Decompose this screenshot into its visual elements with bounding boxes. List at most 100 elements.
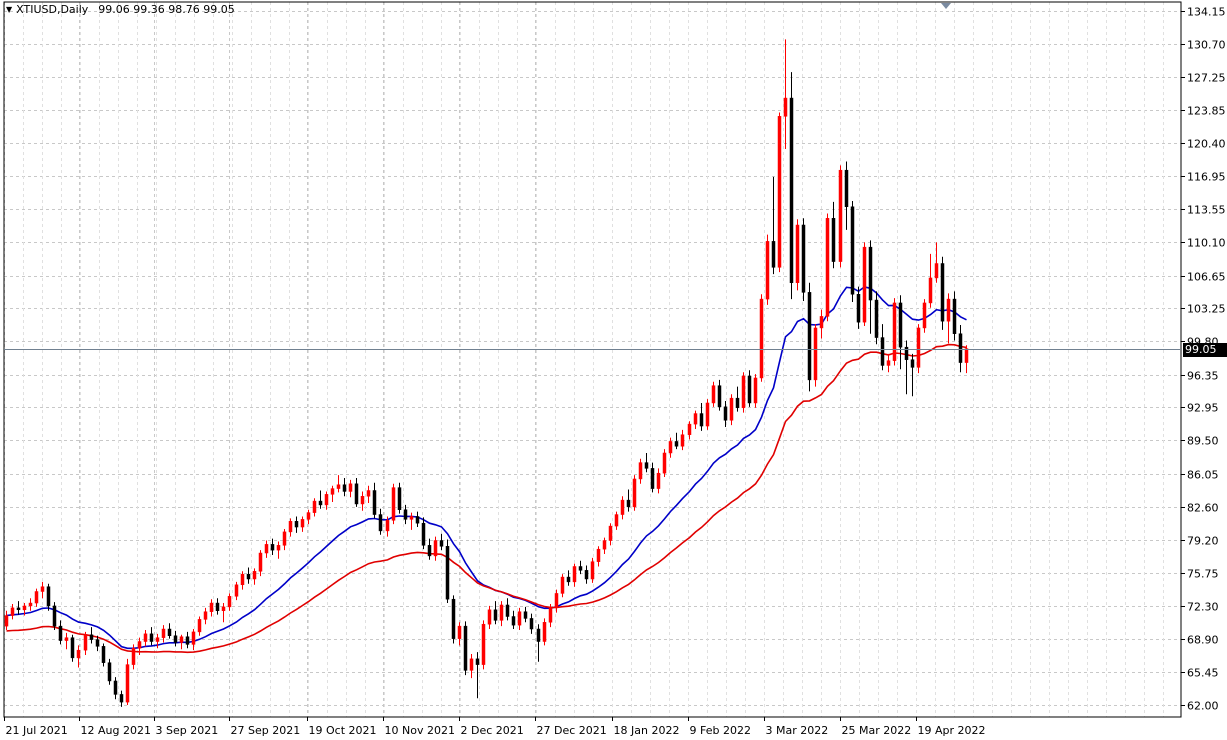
candle-body	[76, 649, 81, 659]
x-tick-label: 25 Mar 2022	[842, 724, 912, 737]
candle-body	[445, 546, 450, 600]
x-tick-label: 19 Oct 2021	[309, 724, 377, 737]
y-tick-label: 123.85	[1187, 105, 1226, 118]
candle-body	[620, 499, 625, 515]
triangle-down-icon[interactable]: ▼	[6, 5, 13, 14]
candle-body	[753, 377, 758, 404]
y-tick-label: 103.25	[1187, 303, 1226, 316]
candle-body	[481, 623, 486, 665]
candle-body	[264, 544, 269, 554]
candle-body	[898, 302, 903, 348]
candle-body	[155, 637, 160, 642]
candle-body	[385, 520, 390, 532]
candle-body	[940, 263, 945, 322]
candle-body	[22, 605, 27, 611]
candle-body	[566, 576, 571, 583]
candle-body	[282, 531, 287, 546]
x-tick-label: 3 Sep 2021	[156, 724, 219, 737]
candle-body	[113, 680, 118, 695]
candle-body	[391, 487, 396, 521]
candle-body	[862, 246, 867, 323]
grid	[4, 2, 1181, 717]
y-tick-label: 86.05	[1187, 469, 1219, 482]
candle-body	[680, 434, 685, 447]
candle-body	[433, 540, 438, 557]
y-tick-label: 92.95	[1187, 402, 1219, 415]
candle-body	[360, 496, 365, 505]
axes: 134.15 130.70 127.25 123.85 120.40 116.95 113.…	[3, 1, 1226, 737]
candle-body	[626, 499, 631, 508]
candle-body	[958, 333, 963, 363]
candle-body	[215, 602, 220, 611]
candle-body	[952, 298, 957, 334]
candle-body	[300, 519, 305, 528]
x-tick-label: 10 Nov 2021	[385, 724, 455, 737]
candle-body	[705, 402, 710, 427]
y-tick-label: 72.30	[1187, 601, 1219, 614]
candle-body	[850, 206, 855, 295]
candle-body	[179, 636, 184, 643]
candle-body	[807, 292, 812, 381]
candle-body	[644, 462, 649, 469]
candle-body	[493, 609, 498, 621]
current-price-label: 99.05	[1183, 342, 1227, 357]
candle-body	[240, 573, 245, 586]
candle-body	[58, 625, 63, 641]
candle-body	[596, 548, 601, 562]
candle-body	[542, 622, 547, 642]
candle-body	[221, 606, 226, 611]
candle-body	[838, 169, 843, 262]
candle-body	[904, 346, 909, 360]
candle-body	[505, 604, 510, 617]
candle-body	[421, 522, 426, 546]
candle-body	[258, 552, 263, 572]
candle-body	[70, 637, 75, 659]
plot-frame	[3, 1, 1182, 718]
x-tick-label: 27 Sep 2021	[231, 724, 301, 737]
candle-body	[777, 116, 782, 268]
candle-body	[107, 662, 112, 682]
candle-body	[40, 586, 45, 592]
y-tick-label: 134.15	[1187, 6, 1226, 19]
symbol-label: XTIUSD,Daily	[16, 3, 89, 16]
candle-body	[523, 611, 528, 619]
triangle-down-icon[interactable]	[941, 3, 951, 9]
x-tick-label: 18 Jan 2022	[614, 724, 680, 737]
candle-body	[892, 302, 897, 361]
candle-body	[487, 609, 492, 625]
candle-body	[318, 500, 323, 506]
y-tick-label: 89.50	[1187, 435, 1219, 448]
candle-body	[312, 500, 317, 513]
candle-body	[771, 241, 776, 268]
y-tick-label: 75.75	[1187, 568, 1219, 581]
candle-body	[590, 561, 595, 580]
candle-body	[916, 327, 921, 368]
candle-body	[4, 615, 9, 627]
candle-body	[89, 634, 94, 640]
candle-body	[934, 263, 939, 279]
candle-body	[125, 664, 130, 703]
candle-body	[131, 647, 136, 665]
candle-body	[191, 631, 196, 645]
candle-body	[662, 452, 667, 474]
candle-body	[137, 641, 142, 649]
candle-body	[964, 348, 969, 363]
candle-body	[252, 571, 257, 580]
candle-body	[825, 218, 830, 317]
candle-body	[294, 521, 299, 528]
candle-body	[288, 521, 293, 533]
candle-body	[747, 375, 752, 404]
candle-body	[741, 375, 746, 409]
candle-body	[711, 385, 716, 404]
candle-body	[167, 628, 172, 636]
y-tick-label: 110.10	[1187, 237, 1226, 250]
candle-body	[874, 299, 879, 338]
candle-body	[34, 591, 39, 604]
x-tick-label: 12 Aug 2021	[81, 724, 151, 737]
candle-body	[910, 359, 915, 368]
x-tick-label: 3 Mar 2022	[766, 724, 829, 737]
candle-body	[475, 658, 480, 665]
candle-body	[209, 602, 214, 612]
